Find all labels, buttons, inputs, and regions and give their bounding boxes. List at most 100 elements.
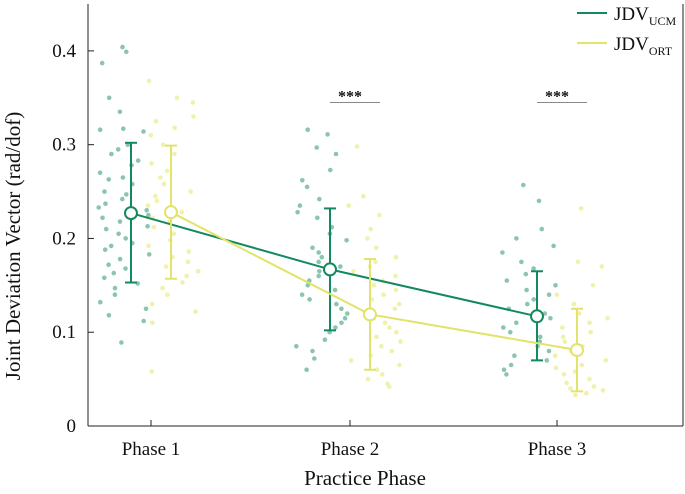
data-point bbox=[333, 151, 339, 157]
data-point bbox=[393, 254, 399, 260]
data-point bbox=[135, 158, 141, 163]
data-point bbox=[186, 249, 192, 254]
data-point bbox=[99, 60, 105, 66]
data-point bbox=[379, 344, 384, 349]
data-point bbox=[141, 129, 146, 134]
data-point bbox=[185, 259, 191, 265]
data-point bbox=[346, 203, 351, 208]
data-point bbox=[351, 269, 356, 274]
x-tick-label: Phase 2 bbox=[321, 439, 380, 460]
data-point bbox=[322, 337, 328, 343]
data-point bbox=[523, 271, 529, 277]
data-point bbox=[397, 362, 402, 368]
data-point bbox=[544, 358, 550, 363]
data-point bbox=[333, 325, 338, 330]
data-point bbox=[112, 285, 118, 291]
data-point bbox=[508, 329, 513, 335]
data-point bbox=[190, 100, 196, 105]
data-point bbox=[111, 270, 117, 276]
data-point bbox=[160, 285, 165, 291]
data-point bbox=[299, 292, 305, 298]
data-point bbox=[561, 372, 567, 377]
legend-label-subscript: ORT bbox=[649, 44, 673, 58]
data-point bbox=[603, 358, 609, 363]
legend-label: JDVORT bbox=[614, 34, 673, 58]
data-point bbox=[123, 266, 128, 271]
data-point bbox=[102, 247, 108, 252]
data-point bbox=[568, 386, 573, 391]
data-point bbox=[103, 201, 108, 206]
data-point bbox=[379, 372, 385, 377]
data-point bbox=[193, 309, 198, 314]
data-point bbox=[108, 243, 114, 249]
data-point bbox=[117, 219, 123, 224]
data-point bbox=[103, 226, 109, 232]
data-point bbox=[332, 287, 338, 293]
data-point bbox=[373, 259, 378, 265]
data-point bbox=[106, 177, 111, 182]
data-point bbox=[146, 78, 152, 84]
data-point bbox=[315, 215, 320, 221]
legend-label-main: JDV bbox=[614, 4, 649, 25]
data-point bbox=[188, 189, 193, 194]
data-point bbox=[348, 358, 354, 363]
data-point bbox=[149, 301, 155, 307]
mean-marker bbox=[124, 206, 138, 221]
data-point bbox=[316, 259, 322, 265]
data-point bbox=[317, 269, 322, 274]
data-point bbox=[525, 301, 530, 307]
data-point bbox=[307, 297, 312, 302]
data-point bbox=[394, 329, 399, 335]
data-point bbox=[153, 118, 159, 124]
data-point bbox=[398, 339, 403, 344]
data-point bbox=[562, 339, 568, 344]
data-point bbox=[117, 109, 123, 115]
data-point bbox=[121, 126, 126, 131]
mean-marker bbox=[363, 307, 377, 322]
data-point bbox=[387, 325, 392, 330]
data-point bbox=[339, 306, 344, 312]
data-point bbox=[120, 196, 125, 202]
data-point bbox=[501, 367, 507, 373]
data-point bbox=[512, 353, 517, 359]
data-point bbox=[300, 178, 305, 183]
data-point bbox=[158, 175, 163, 180]
data-point bbox=[368, 226, 374, 232]
data-point bbox=[154, 198, 160, 204]
data-point bbox=[109, 151, 114, 157]
data-point bbox=[564, 380, 569, 386]
data-point bbox=[161, 181, 167, 187]
data-point bbox=[319, 254, 325, 260]
data-point bbox=[102, 275, 107, 281]
data-point bbox=[501, 325, 506, 330]
data-point bbox=[500, 250, 505, 255]
data-point bbox=[179, 209, 184, 215]
data-point bbox=[106, 95, 112, 101]
data-point bbox=[553, 283, 558, 288]
significance-stars: *** bbox=[545, 88, 569, 105]
data-point bbox=[514, 320, 519, 326]
data-point bbox=[304, 184, 310, 190]
data-point bbox=[339, 320, 344, 326]
y-axis-label: Joint Deviation Vector (rad/dof) bbox=[1, 112, 25, 380]
data-point bbox=[172, 125, 177, 131]
data-point bbox=[151, 224, 157, 230]
data-point bbox=[120, 175, 126, 180]
mean-marker bbox=[323, 262, 337, 277]
data-point bbox=[365, 236, 370, 241]
data-point bbox=[310, 245, 315, 251]
data-point bbox=[514, 236, 519, 241]
data-point bbox=[124, 192, 129, 197]
data-point bbox=[120, 44, 125, 50]
data-point bbox=[116, 231, 121, 237]
data-point bbox=[578, 206, 584, 211]
data-point bbox=[97, 170, 103, 176]
data-point bbox=[146, 243, 151, 249]
data-point bbox=[605, 315, 610, 321]
data-point bbox=[381, 292, 386, 298]
data-point bbox=[141, 318, 146, 324]
data-point bbox=[365, 376, 371, 382]
data-point bbox=[310, 348, 315, 354]
data-point bbox=[106, 313, 112, 318]
data-point bbox=[521, 182, 526, 188]
